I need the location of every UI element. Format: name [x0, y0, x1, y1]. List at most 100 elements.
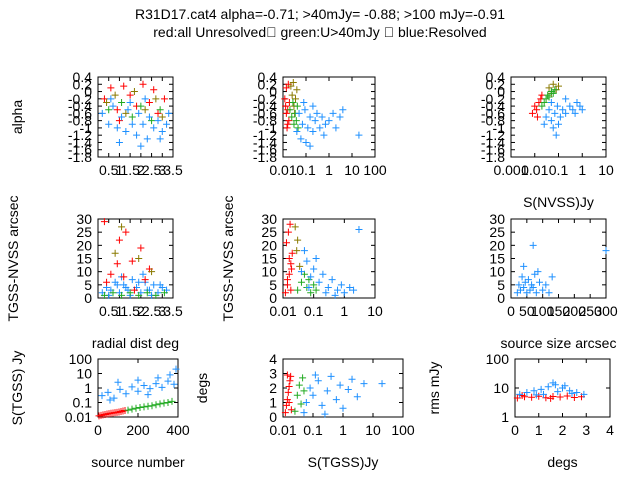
data-point	[113, 106, 121, 114]
data-point	[285, 399, 293, 406]
chart-title-line2: red:all Unresolved  green:U>40mJy   blue…	[153, 24, 487, 40]
data-point	[288, 113, 296, 121]
data-point	[355, 226, 363, 234]
data-point	[124, 406, 132, 414]
x-tick-label: 0.1	[296, 162, 316, 178]
x-tick-label: 0.01	[269, 303, 296, 319]
data-point	[294, 124, 302, 132]
data-point	[322, 289, 330, 297]
data-point	[313, 109, 321, 117]
y-axis-label: rms mJy	[426, 362, 442, 415]
data-point	[114, 378, 122, 386]
series-red	[95, 407, 129, 420]
data-point	[282, 109, 290, 117]
y-tick-label: 1	[501, 409, 509, 425]
data-point	[287, 82, 295, 90]
data-point	[332, 124, 340, 132]
subplot-p2: 0.01 0.1 1 10 1000.40.20-0.2-0.4-0.6-0.8-1-1…	[253, 69, 387, 178]
x-tick-label: 200	[563, 303, 587, 319]
data-point	[571, 109, 579, 117]
y-tick-label: 0.4	[73, 69, 93, 85]
subplot-p1: 0.511.522.533.50.40.20-0.2-0.4-0.6-0.8-1…	[9, 69, 183, 178]
data-point	[544, 383, 552, 391]
y-tick-label: 15	[261, 251, 277, 267]
x-tick-label: 2	[559, 422, 567, 438]
y-tick-label: -1.4	[253, 134, 277, 150]
data-point	[285, 117, 293, 125]
data-point	[297, 268, 305, 276]
y-tick-label: 0	[269, 290, 277, 306]
data-point	[307, 273, 315, 281]
data-point	[152, 291, 160, 299]
data-point	[140, 403, 148, 411]
x-tick-label: 0	[94, 422, 102, 438]
data-point	[299, 374, 307, 382]
data-point	[156, 281, 164, 289]
data-point	[542, 95, 550, 103]
data-point	[141, 276, 149, 284]
data-point	[148, 402, 156, 410]
y-tick-label: 0	[84, 290, 92, 306]
series-red	[528, 91, 546, 121]
y-tick-label: 20	[489, 237, 505, 253]
data-point	[300, 409, 308, 417]
data-point	[569, 106, 577, 114]
data-point	[523, 388, 531, 396]
data-point	[128, 405, 136, 413]
data-point	[100, 95, 108, 103]
data-point	[319, 270, 327, 278]
data-point	[309, 102, 317, 110]
series-red	[281, 220, 296, 297]
data-point	[118, 291, 126, 299]
y-tick-label: -1.6	[481, 142, 505, 158]
data-point	[156, 106, 164, 114]
data-point	[164, 399, 172, 406]
y-tick-label: 0.2	[73, 76, 93, 92]
data-point	[103, 278, 111, 286]
data-point	[122, 390, 130, 398]
x-tick-label: 2.5	[142, 162, 162, 178]
x-tick-label: 50	[519, 303, 535, 319]
y-tick-label: -1.2	[253, 127, 277, 143]
x-tick-label: 1	[325, 162, 333, 178]
x-tick-label: 400	[166, 422, 190, 438]
data-point	[140, 381, 148, 389]
data-point	[532, 391, 540, 399]
series-blue	[293, 98, 363, 150]
data-point	[152, 380, 160, 388]
x-tick-label: 1	[116, 162, 124, 178]
y-tick-label: -0.8	[253, 113, 277, 129]
data-point	[100, 218, 108, 226]
data-point	[324, 283, 332, 291]
data-point	[556, 393, 564, 401]
y-tick-label: 30	[261, 211, 277, 227]
data-point	[154, 117, 162, 125]
data-point	[520, 283, 528, 291]
data-point	[533, 113, 541, 121]
data-point	[353, 393, 361, 401]
data-point	[107, 95, 115, 103]
data-point	[111, 91, 119, 99]
data-point	[540, 390, 547, 398]
data-point	[290, 120, 298, 128]
data-point	[547, 98, 555, 106]
data-point	[516, 390, 524, 398]
x-tick-label: 3	[158, 303, 166, 319]
data-point	[309, 391, 317, 399]
data-point	[170, 380, 178, 388]
y-tick-label: 10	[76, 264, 92, 280]
data-point	[284, 388, 292, 396]
y-tick-label: 15	[76, 251, 92, 267]
y-tick-label: -1.6	[253, 142, 277, 158]
x-tick-label: 300	[594, 303, 618, 319]
y-tick-label: 0.4	[486, 69, 506, 85]
data-point	[128, 383, 136, 391]
data-point	[339, 106, 347, 114]
x-axis-label: source size arcsec	[501, 335, 617, 351]
data-point	[103, 98, 111, 106]
y-tick-label: 30	[76, 211, 92, 227]
data-point	[288, 249, 296, 257]
data-point	[331, 291, 339, 299]
series-blue	[98, 95, 173, 150]
